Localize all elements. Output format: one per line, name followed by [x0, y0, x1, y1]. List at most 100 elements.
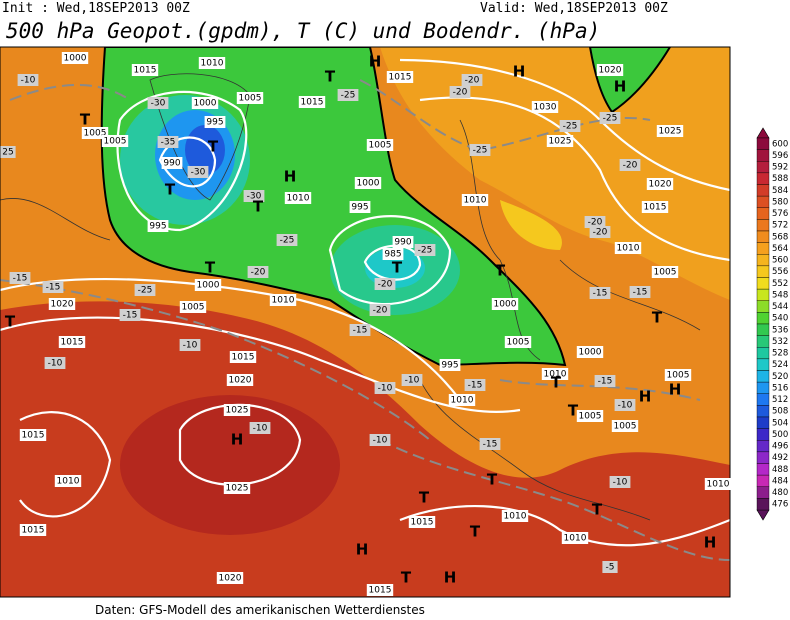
pressure-center: T: [401, 569, 412, 587]
isobar-label-box: [61, 52, 89, 64]
isobar-label: 1000: [579, 348, 602, 358]
isobar-label: 1020: [51, 300, 74, 310]
pressure-center: H: [231, 431, 244, 449]
colorbar-segment: [756, 300, 770, 313]
isobar-label-box: [386, 71, 414, 83]
temperature-label-box: [157, 136, 179, 148]
temperature-label: -30: [151, 99, 166, 109]
temperature-label-box: [589, 226, 611, 238]
isobar-label-box: [131, 64, 159, 76]
temperature-label: -10: [613, 478, 628, 488]
isobar-label: 1020: [219, 574, 242, 584]
isobar-label-box: [204, 116, 226, 128]
temperature-label-box: [461, 74, 483, 86]
colorbar-segment: [756, 335, 770, 348]
colorbar-segment: [756, 347, 770, 360]
isobar-label: 1010: [451, 396, 474, 406]
pressure-center: T: [325, 68, 336, 86]
isobar-label: 1010: [272, 296, 295, 306]
colorbar-label: 572: [772, 221, 788, 231]
map-frame: [0, 46, 731, 598]
temperature-label: -15: [468, 381, 483, 391]
isobar-label-box: [561, 532, 589, 544]
temperature-label-box: [147, 97, 169, 109]
temperature-label-box: [276, 234, 298, 246]
colorbar-segment: [756, 137, 770, 150]
isobar-label: 1005: [84, 129, 107, 139]
isobar-label: 995: [441, 361, 458, 371]
isobar-label-box: [54, 475, 82, 487]
temperature-label-box: [629, 286, 651, 298]
isobar-label: 1005: [507, 338, 530, 348]
isobar-label: 1005: [369, 141, 392, 151]
isobar-label-box: [531, 101, 559, 113]
temperature-label: -25: [603, 114, 618, 124]
temperature-label-box: [134, 284, 156, 296]
isobar-label-box: [504, 336, 532, 348]
colorbar-label: 524: [772, 360, 788, 370]
temperature-label: -25: [473, 146, 488, 156]
pressure-center: T: [5, 313, 16, 331]
isobar-label: 1015: [232, 353, 255, 363]
colorbar-label: 596: [772, 151, 788, 161]
coastlines: [0, 73, 701, 521]
temperature-label-box: [187, 166, 209, 178]
temperature-label: -15: [13, 274, 28, 284]
colorbar-label: 516: [772, 383, 788, 393]
temperature-label-box: [374, 278, 396, 290]
temperature-label: -25: [418, 246, 433, 256]
temperature-label: -20: [465, 76, 480, 86]
isobar-label: 1015: [644, 203, 667, 213]
temperature-label: -20: [378, 280, 393, 290]
isobar-label-box: [194, 279, 222, 291]
temperature-label: -15: [483, 440, 498, 450]
temperature-label: -20: [453, 88, 468, 98]
colorbar-segment: [756, 195, 770, 208]
colorbar-label: 484: [772, 476, 788, 486]
isobar-label-box: [354, 177, 382, 189]
temperature-label: -25: [280, 236, 295, 246]
temperature-label-box: [559, 120, 581, 132]
isobar-label-box: [596, 64, 624, 76]
temperature-label-box: [401, 374, 423, 386]
colorbar-segment: [756, 323, 770, 336]
temperature-label: -25: [341, 91, 356, 101]
pressure-center: H: [704, 534, 717, 552]
temperature-label-box: [44, 357, 66, 369]
temperature-label-box: [17, 74, 39, 86]
temperature-label: -10: [253, 424, 268, 434]
colorbar-label: 508: [772, 407, 788, 417]
isobar-label: 1010: [617, 244, 640, 254]
pressure-center: T: [592, 501, 603, 519]
colorbar-label: 536: [772, 325, 788, 335]
isobar-label-box: [408, 516, 436, 528]
colorbar-segment: [756, 265, 770, 278]
cold-zone-ne: [588, 47, 672, 114]
colorbar-segment: [756, 451, 770, 464]
colorbar-segment: [756, 312, 770, 325]
isobar-label-box: [284, 192, 312, 204]
isobar-label-box: [611, 420, 639, 432]
colorbar-segment: [756, 230, 770, 243]
isobar-label: 1005: [579, 412, 602, 422]
warm-zone: [380, 47, 730, 300]
pressure-center: T: [253, 198, 264, 216]
isobar-label-box: [461, 194, 489, 206]
temperature-label-box: [247, 266, 269, 278]
isobar-label: 1015: [61, 338, 84, 348]
temperature-label-box: [614, 399, 636, 411]
colorbar-segment: [756, 405, 770, 418]
isobar-label: 1005: [654, 268, 677, 278]
isobar-label-box: [191, 97, 219, 109]
pressure-center: H: [444, 569, 457, 587]
temperature-label-box: [9, 272, 31, 284]
isobar-label-box: [236, 92, 264, 104]
isobar-label-box: [101, 135, 129, 147]
pressure-center: T: [568, 402, 579, 420]
isotherms: [0, 79, 730, 561]
isobar-label-box: [614, 242, 642, 254]
temperature-label-box: [602, 561, 618, 573]
pressure-center: T: [487, 471, 498, 489]
temperature-label-box: [42, 281, 64, 293]
